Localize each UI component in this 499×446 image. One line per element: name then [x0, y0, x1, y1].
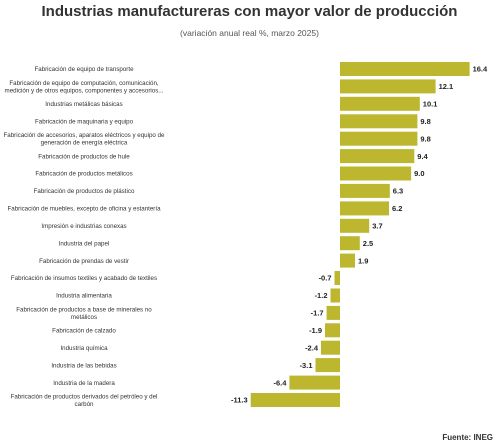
category-label-7: Fabricación de productos de plástico: [34, 188, 135, 195]
category-label-1: Fabricación de equipo de computación, co…: [5, 80, 164, 95]
value-label-5: 9.4: [417, 152, 428, 161]
category-label-14: Fabricación de productos a base de miner…: [16, 306, 152, 321]
category-label-6: Fabricación de productos metálicos: [35, 171, 132, 178]
bar-6: [340, 166, 412, 181]
category-label-16: Industria química: [60, 345, 108, 352]
value-label-1: 12.1: [439, 82, 454, 91]
bar-17: [315, 358, 340, 373]
value-label-4: 9.8: [420, 134, 430, 143]
bar-8: [340, 201, 389, 216]
category-label-15: Fabricación de calzado: [52, 328, 116, 335]
value-label-3: 9.8: [420, 117, 430, 126]
bar-9: [340, 218, 370, 233]
source-note: Fuente: INEG: [442, 433, 493, 442]
bar-3: [340, 114, 418, 129]
bar-0: [340, 62, 470, 76]
category-label-10: Industria del papel: [59, 240, 110, 247]
bar-2: [340, 96, 420, 111]
category-label-9: Impresión e industrias conexas: [41, 223, 126, 230]
value-label-2: 10.1: [423, 100, 438, 109]
category-label-13: Industria alimentaria: [56, 293, 112, 300]
category-label-8: Fabricación de muebles, excepto de ofici…: [7, 206, 161, 213]
bar-7: [340, 183, 390, 198]
value-label-0: 16.4: [473, 65, 488, 74]
bar-15: [325, 323, 340, 338]
bar-14: [326, 305, 340, 320]
bar-10: [340, 236, 360, 251]
value-label-12: -0.7: [319, 274, 332, 283]
bar-18: [289, 375, 340, 390]
bar-4: [340, 131, 418, 146]
category-label-19: Fabricación de productos derivados del p…: [11, 393, 158, 408]
category-label-4: Fabricación de accesorios, aparatos eléc…: [4, 132, 166, 147]
category-label-5: Fabricación de productos de hule: [38, 153, 130, 160]
category-label-12: Fabricación de insumos textiles y acabad…: [11, 275, 157, 282]
category-label-18: Industria de la madera: [53, 380, 115, 387]
chart-title: Industrias manufactureras con mayor valo…: [41, 3, 458, 20]
value-label-18: -6.4: [273, 378, 287, 387]
value-label-19: -11.3: [231, 396, 248, 405]
bar-12: [334, 271, 340, 285]
value-label-11: 1.9: [358, 256, 368, 265]
chart-subtitle: (variación anual real %, marzo 2025): [180, 28, 319, 38]
value-label-15: -1.9: [309, 326, 322, 335]
bar-19: [250, 393, 340, 407]
value-label-8: 6.2: [392, 204, 402, 213]
value-label-17: -3.1: [300, 361, 313, 370]
bar-16: [321, 340, 340, 355]
bar-11: [340, 253, 355, 268]
category-label-11: Fabricación de prendas de vestir: [39, 258, 129, 265]
category-label-17: Industria de las bebidas: [51, 362, 116, 369]
value-label-16: -2.4: [305, 343, 319, 352]
value-label-6: 9.0: [414, 169, 424, 178]
value-label-13: -1.2: [315, 291, 328, 300]
value-label-10: 2.5: [363, 239, 373, 248]
category-label-0: Fabricación de equipo de transporte: [34, 66, 134, 73]
category-label-3: Fabricación de maquinaria y equipo: [35, 119, 134, 126]
value-label-9: 3.7: [372, 222, 382, 231]
category-label-2: Industrias metálicas básicas: [45, 101, 122, 108]
value-label-7: 6.3: [393, 187, 403, 196]
bar-1: [340, 79, 436, 94]
value-label-14: -1.7: [311, 309, 324, 318]
bar-5: [340, 149, 415, 164]
bar-13: [330, 288, 340, 303]
